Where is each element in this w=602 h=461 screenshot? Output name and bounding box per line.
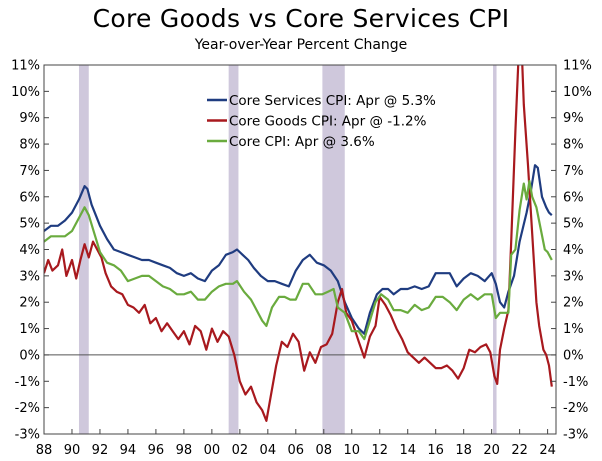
chart-title: Core Goods vs Core Services CPI <box>92 4 510 33</box>
y-tick-label-left: -2% <box>15 401 40 416</box>
legend-label-2: Core CPI: Apr @ 3.6% <box>229 134 375 150</box>
x-tick-label: 06 <box>288 443 305 458</box>
x-tick-label: 90 <box>64 443 81 458</box>
x-tick-label: 14 <box>399 443 416 458</box>
recession-bar-1 <box>228 65 239 434</box>
x-tick-label: 92 <box>92 443 109 458</box>
y-tick-label-right: -3% <box>563 428 588 443</box>
y-axis-ticks: -3% -3% -2% -2% -1% -1% 0% 0% 1% 1% 2% 2% 3% 3% 4% 4% 5%… <box>11 59 592 443</box>
x-tick-label: 22 <box>511 443 528 458</box>
y-tick-label-left: 6% <box>19 190 40 205</box>
y-tick-label-right: 2% <box>563 296 584 311</box>
y-tick-label-right: -2% <box>563 401 588 416</box>
x-tick-label: 02 <box>232 443 249 458</box>
y-tick-label-left: 5% <box>19 217 40 232</box>
series-line-0 <box>44 164 553 335</box>
y-tick-label-left: 4% <box>19 243 40 258</box>
y-tick-label-right: 11% <box>563 59 592 74</box>
x-tick-label: 20 <box>483 443 500 458</box>
x-tick-label: 08 <box>316 443 333 458</box>
series-line-1 <box>44 65 553 422</box>
x-tick-label: 94 <box>120 443 137 458</box>
x-tick-label: 96 <box>148 443 165 458</box>
y-tick-label-left: 8% <box>19 138 40 153</box>
y-tick-label-left: 7% <box>19 164 40 179</box>
x-tick-label: 24 <box>539 443 556 458</box>
legend-label-0: Core Services CPI: Apr @ 5.3% <box>229 93 436 109</box>
y-tick-label-right: 3% <box>563 269 584 284</box>
y-tick-label-right: 5% <box>563 217 584 232</box>
x-tick-label: 88 <box>36 443 53 458</box>
x-tick-label: 16 <box>427 443 444 458</box>
y-tick-label-right: 8% <box>563 138 584 153</box>
series-line-2 <box>44 179 553 341</box>
legend-label-1: Core Goods CPI: Apr @ -1.2% <box>229 114 427 130</box>
x-tick-label: 98 <box>176 443 193 458</box>
y-tick-label-left: 9% <box>19 111 40 126</box>
y-tick-label-right: 4% <box>563 243 584 258</box>
y-tick-label-left: -1% <box>15 375 40 390</box>
y-tick-label-right: -1% <box>563 375 588 390</box>
y-tick-label-left: 3% <box>19 269 40 284</box>
y-tick-label-left: 2% <box>19 296 40 311</box>
x-tick-label: 10 <box>343 443 360 458</box>
chart-subtitle: Year-over-Year Percent Change <box>194 37 408 53</box>
x-axis-ticks: 88 90 92 94 96 98 00 02 04 06 08 10 12 14 16 18 20 22 24 <box>36 429 556 458</box>
y-tick-label-left: 1% <box>19 322 40 337</box>
y-tick-label-left: 11% <box>11 59 40 74</box>
recession-bar-3 <box>493 65 497 434</box>
y-tick-label-right: 6% <box>563 190 584 205</box>
y-tick-label-left: 0% <box>19 348 40 363</box>
x-tick-label: 04 <box>260 443 277 458</box>
y-tick-label-right: 1% <box>563 322 584 337</box>
y-tick-label-right: 10% <box>563 85 592 100</box>
x-tick-label: 12 <box>371 443 388 458</box>
x-tick-label: 18 <box>455 443 472 458</box>
legend: Core Services CPI: Apr @ 5.3% Core Goods … <box>207 93 436 150</box>
y-tick-label-right: 7% <box>563 164 584 179</box>
y-tick-label-left: -3% <box>15 428 40 443</box>
series-group <box>44 65 553 422</box>
y-tick-label-right: 9% <box>563 111 584 126</box>
y-tick-label-left: 10% <box>11 85 40 100</box>
y-tick-label-right: 0% <box>563 348 584 363</box>
x-tick-label: 00 <box>204 443 221 458</box>
